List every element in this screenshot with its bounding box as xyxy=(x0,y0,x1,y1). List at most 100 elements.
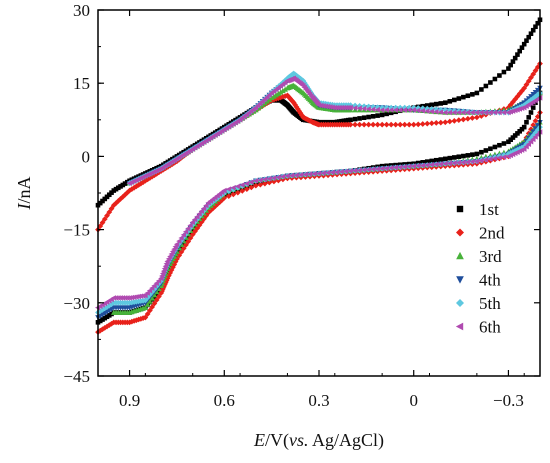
data-point xyxy=(433,101,439,107)
data-point xyxy=(361,115,367,121)
data-point xyxy=(419,162,426,169)
data-point xyxy=(347,104,353,111)
data-point xyxy=(334,169,340,175)
data-point xyxy=(329,169,335,176)
data-point xyxy=(491,155,498,162)
data-point xyxy=(433,120,440,126)
data-point xyxy=(424,103,430,108)
data-point xyxy=(178,235,184,241)
plot-frame xyxy=(97,9,541,377)
data-point xyxy=(149,295,155,301)
x-tick-label: 0.6 xyxy=(214,391,235,410)
data-point xyxy=(447,99,453,104)
data-point xyxy=(284,173,290,179)
y-tick-label: −45 xyxy=(63,367,90,386)
data-point xyxy=(446,109,453,116)
legend-item: 5th xyxy=(456,294,501,313)
data-point xyxy=(225,193,232,200)
data-point xyxy=(460,116,467,123)
data-point xyxy=(530,27,536,33)
data-point xyxy=(357,116,362,121)
data-point xyxy=(374,106,380,113)
data-point xyxy=(361,121,367,128)
data-point xyxy=(533,24,538,30)
data-point xyxy=(469,109,475,116)
data-point xyxy=(524,119,529,125)
data-point xyxy=(424,159,430,164)
data-point xyxy=(401,121,408,128)
data-point xyxy=(429,158,435,164)
data-point xyxy=(275,174,281,181)
data-point xyxy=(356,105,362,112)
data-point xyxy=(180,232,186,238)
data-point xyxy=(203,202,209,209)
data-point xyxy=(528,31,534,37)
data-point xyxy=(469,158,475,165)
data-point xyxy=(397,164,403,170)
data-point xyxy=(185,225,191,232)
data-point xyxy=(370,106,376,113)
x-tick-label: −0.3 xyxy=(493,391,524,410)
data-point xyxy=(361,105,367,112)
data-point xyxy=(479,87,484,92)
data-point xyxy=(474,90,480,96)
data-point xyxy=(230,185,236,191)
data-point xyxy=(262,180,268,187)
data-point xyxy=(429,102,435,108)
data-point xyxy=(532,126,539,132)
data-point xyxy=(97,313,104,320)
data-point xyxy=(464,159,471,165)
legend-item: 3rd xyxy=(456,247,502,266)
data-point xyxy=(451,160,457,166)
data-point xyxy=(406,163,412,170)
data-point xyxy=(451,109,457,116)
data-point xyxy=(438,157,444,162)
x-tick-label: 0.3 xyxy=(308,391,329,410)
data-point xyxy=(388,107,394,113)
data-point xyxy=(433,157,439,163)
data-point xyxy=(234,189,241,196)
data-point xyxy=(99,312,106,318)
data-point xyxy=(388,165,394,171)
data-point xyxy=(534,113,541,120)
data-point xyxy=(316,102,322,108)
data-point xyxy=(194,213,200,220)
data-point xyxy=(428,162,435,168)
data-point xyxy=(104,309,110,315)
data-point xyxy=(343,168,349,175)
data-point xyxy=(173,241,180,247)
data-point xyxy=(456,154,462,160)
data-point xyxy=(102,310,108,317)
data-point xyxy=(311,171,317,177)
data-point xyxy=(470,152,475,157)
data-point xyxy=(473,109,480,116)
data-point xyxy=(478,109,484,116)
legend-label: 6th xyxy=(479,318,501,337)
x-tick-label: 0.9 xyxy=(119,391,140,410)
data-point xyxy=(169,248,176,255)
data-point xyxy=(375,113,380,118)
data-point xyxy=(248,184,255,191)
data-point xyxy=(532,117,539,124)
data-point xyxy=(461,94,466,100)
data-point xyxy=(327,104,333,110)
data-point xyxy=(410,163,417,169)
data-point xyxy=(365,121,372,128)
data-point xyxy=(172,243,178,250)
data-point xyxy=(352,105,358,111)
data-point xyxy=(322,103,329,109)
data-point xyxy=(361,167,367,173)
data-point xyxy=(406,121,413,128)
data-point xyxy=(505,153,511,160)
data-point xyxy=(419,121,426,127)
data-point xyxy=(452,155,457,160)
data-point xyxy=(442,156,448,162)
data-point xyxy=(352,167,358,174)
data-point xyxy=(455,109,462,116)
series-6th xyxy=(95,75,543,311)
data-point xyxy=(365,166,371,173)
data-point xyxy=(487,156,493,162)
data-point xyxy=(270,175,277,181)
data-point xyxy=(492,76,498,82)
